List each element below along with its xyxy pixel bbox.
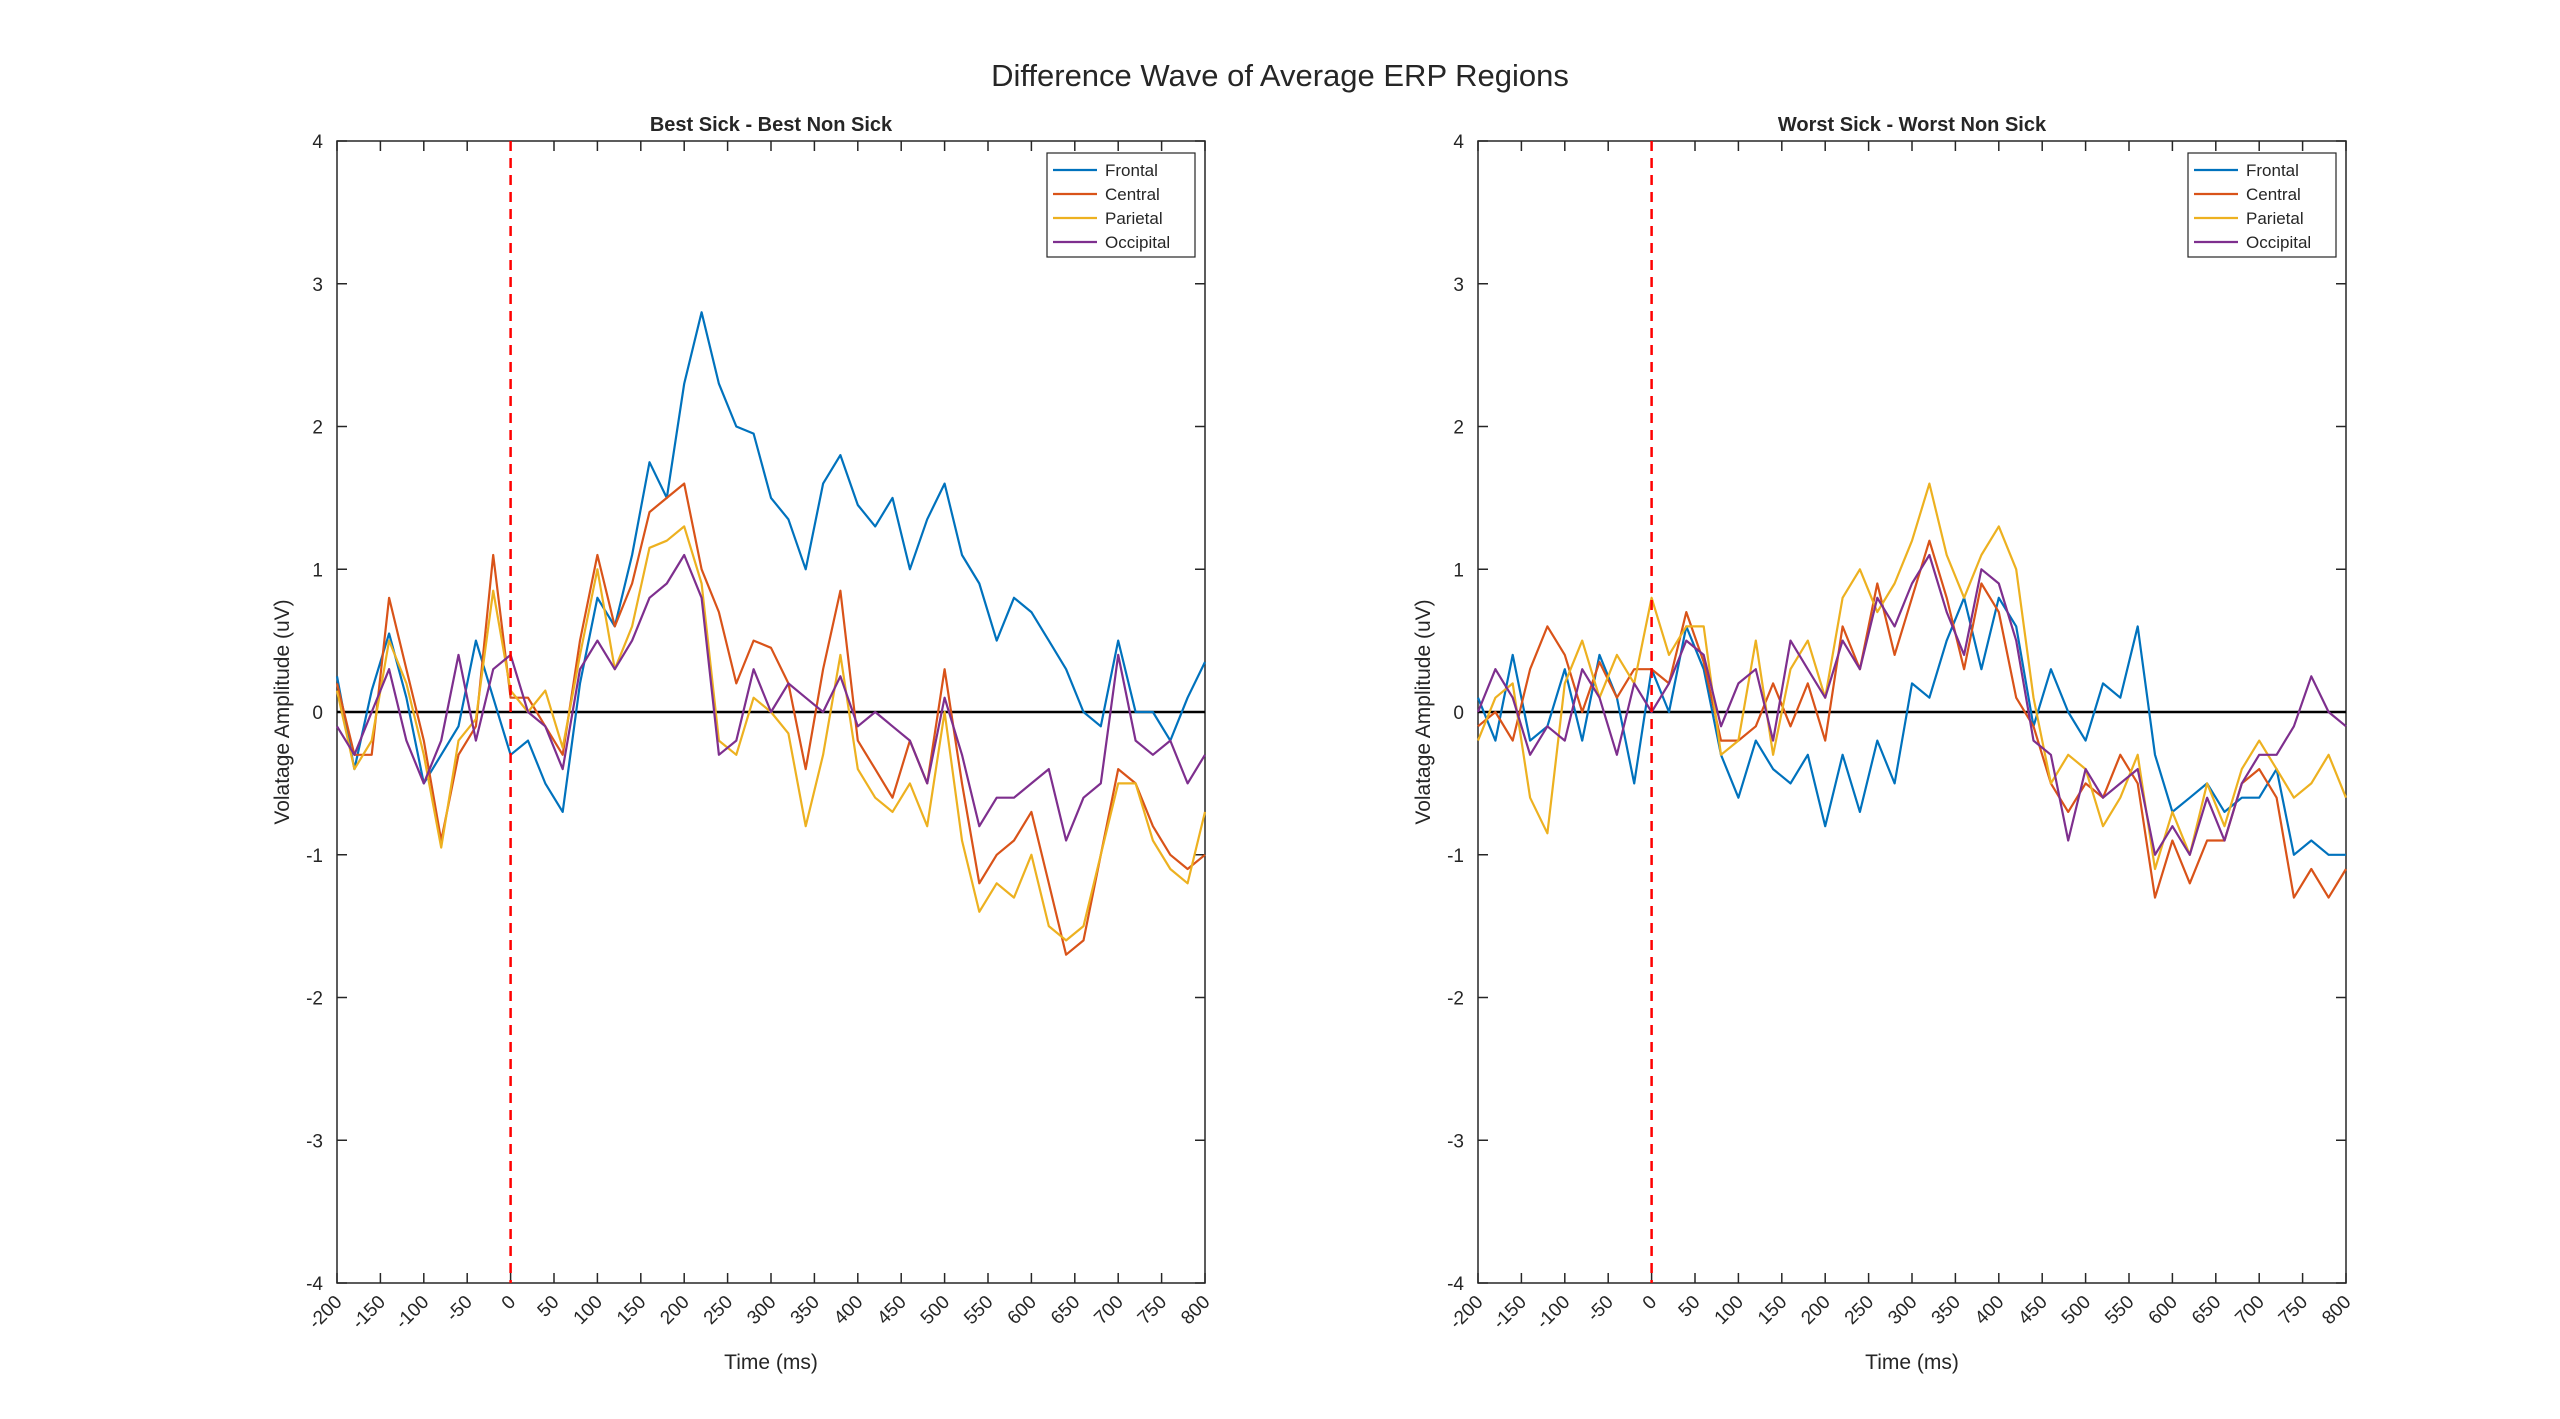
y-tick-label: -1 [1447, 846, 1464, 867]
x-tick-label: 600 [2145, 1292, 2182, 1329]
legend-label-occipital: Occipital [2246, 233, 2311, 252]
legend-label-central: Central [1105, 185, 1160, 204]
y-tick-label: -2 [306, 989, 323, 1010]
x-tick-label: -150 [1489, 1292, 1531, 1334]
y-tick-label: 2 [312, 418, 323, 439]
series-line-occipital [336, 553, 1206, 842]
x-tick-label: 250 [1841, 1292, 1878, 1329]
x-tick-label: 800 [2318, 1292, 2355, 1329]
legend-label-occipital: Occipital [1105, 233, 1170, 252]
series-line-central [1477, 539, 2347, 899]
y-tick-label: 4 [1453, 132, 1464, 153]
y-tick-label: 1 [312, 560, 323, 581]
x-tick-label: 700 [2231, 1292, 2268, 1329]
legend-label-central: Central [2246, 185, 2301, 204]
y-tick-label: -3 [306, 1131, 323, 1152]
legend-label-parietal: Parietal [1105, 209, 1163, 228]
y-tick-label: 0 [1453, 703, 1464, 724]
y-axis-label: Volatage Amplitude (uV) [271, 599, 294, 824]
legend-label-parietal: Parietal [2246, 209, 2304, 228]
x-tick-label: 100 [1711, 1292, 1748, 1329]
y-axis-label: Volatage Amplitude (uV) [1412, 599, 1435, 824]
x-tick-label: -100 [1533, 1292, 1575, 1334]
y-tick-label: -4 [306, 1274, 323, 1295]
x-tick-label: 450 [2014, 1292, 2051, 1329]
x-tick-label: -200 [1446, 1292, 1488, 1334]
series-line-occipital [1476, 553, 2347, 856]
x-tick-label: 550 [2101, 1292, 2138, 1329]
x-tick-label: 650 [2188, 1292, 2225, 1329]
y-tick-label: -1 [306, 846, 323, 867]
figure-title: Difference Wave of Average ERP Regions [991, 58, 1569, 93]
y-tick-label: 2 [1453, 418, 1464, 439]
x-tick-label: 50 [1675, 1292, 1705, 1322]
y-tick-label: 4 [312, 132, 323, 153]
x-tick-label: 750 [2275, 1292, 2312, 1329]
subplot-title: Worst Sick - Worst Non Sick [1778, 114, 2047, 136]
subplot-title: Best Sick - Best Non Sick [650, 114, 893, 136]
y-tick-label: -2 [1447, 989, 1464, 1010]
x-tick-label: -50 [1583, 1292, 1617, 1326]
x-tick-label: 300 [1884, 1292, 1921, 1329]
y-tick-label: 0 [312, 703, 323, 724]
y-tick-label: 3 [312, 275, 323, 296]
x-axis-label: Time (ms) [1865, 1351, 1959, 1374]
y-tick-label: 1 [1453, 560, 1464, 581]
x-tick-label: 400 [1971, 1292, 2008, 1329]
legend-label-frontal: Frontal [1105, 161, 1158, 180]
x-tick-label: 150 [1754, 1292, 1791, 1329]
series-line-frontal [1476, 596, 2346, 856]
x-tick-label: 350 [1928, 1292, 1965, 1329]
y-tick-label: -4 [1447, 1274, 1464, 1295]
legend-label-frontal: Frontal [2246, 161, 2299, 180]
x-tick-label: 500 [2058, 1292, 2095, 1329]
x-tick-label: 0 [1639, 1292, 1661, 1314]
x-tick-label: 200 [1797, 1292, 1834, 1329]
y-tick-label: 3 [1453, 275, 1464, 296]
series-line-parietal [1476, 482, 2348, 871]
x-axis-label: Time (ms) [724, 1351, 818, 1374]
y-tick-label: -3 [1447, 1131, 1464, 1152]
